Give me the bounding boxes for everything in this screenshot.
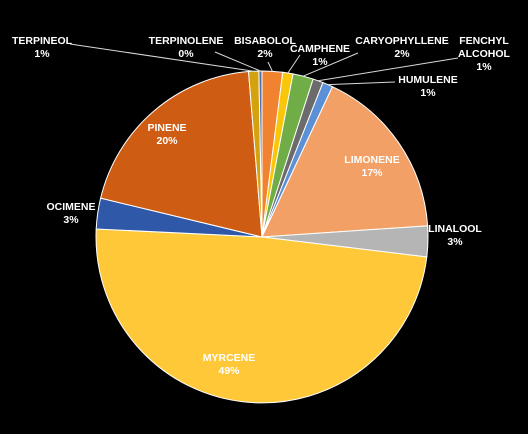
pie-slice-pinene [100,71,263,238]
slice-label-limonene: LIMONENE [344,154,399,166]
slice-label-fenchyl-alcohol-line-1: FENCHYL [459,35,509,47]
leader-line-terpinolene [214,51,261,72]
pie-slice-limonene [261,86,429,238]
leader-line-caryophyllene [303,52,359,77]
slice-label-linalool: LINALOOL [428,223,482,235]
slices-layer [95,70,429,404]
slice-label-bisabolol: BISABOLOL [234,35,296,47]
slice-value-limonene: 17% [361,167,383,179]
leader-line-bisabolol [267,61,273,72]
leader-line-fenchyl-alcohol [318,57,459,82]
leader-line-humulene [327,81,396,86]
slice-value-pinene: 20% [156,135,178,147]
slice-label-terpineol: TERPINEOL [12,35,73,47]
slice-label-ocimene: OCIMENE [46,201,95,213]
slice-label-myrcene: MYRCENE [203,352,256,364]
slice-value-camphene: 1% [312,56,328,68]
slice-label-fenchyl-alcohol-line-2: ALCOHOL [458,48,510,60]
slice-label-pinene: PINENE [147,122,186,134]
slice-value-caryophyllene: 2% [394,48,410,60]
slice-label-humulene: HUMULENE [398,74,458,86]
slice-label-terpinolene: TERPINOLENE [149,35,224,47]
leader-line-terpineol [69,43,254,72]
leader-line-camphene [287,54,301,74]
slice-value-myrcene: 49% [218,365,240,377]
slice-value-terpineol: 1% [34,48,50,60]
slice-label-caryophyllene: CARYOPHYLLENE [355,35,449,47]
pie-slice-myrcene [95,228,428,404]
slice-label-camphene: CAMPHENE [290,43,350,55]
slice-value-terpinolene: 0% [178,48,194,60]
leader-lines [69,43,459,86]
slice-value-humulene: 1% [420,87,436,99]
slice-value-fenchyl-alcohol: 1% [476,61,492,73]
slice-value-ocimene: 3% [63,214,79,226]
slice-value-linalool: 3% [447,236,463,248]
slice-value-bisabolol: 2% [257,48,273,60]
pie-slice-terpinolene [258,70,263,238]
